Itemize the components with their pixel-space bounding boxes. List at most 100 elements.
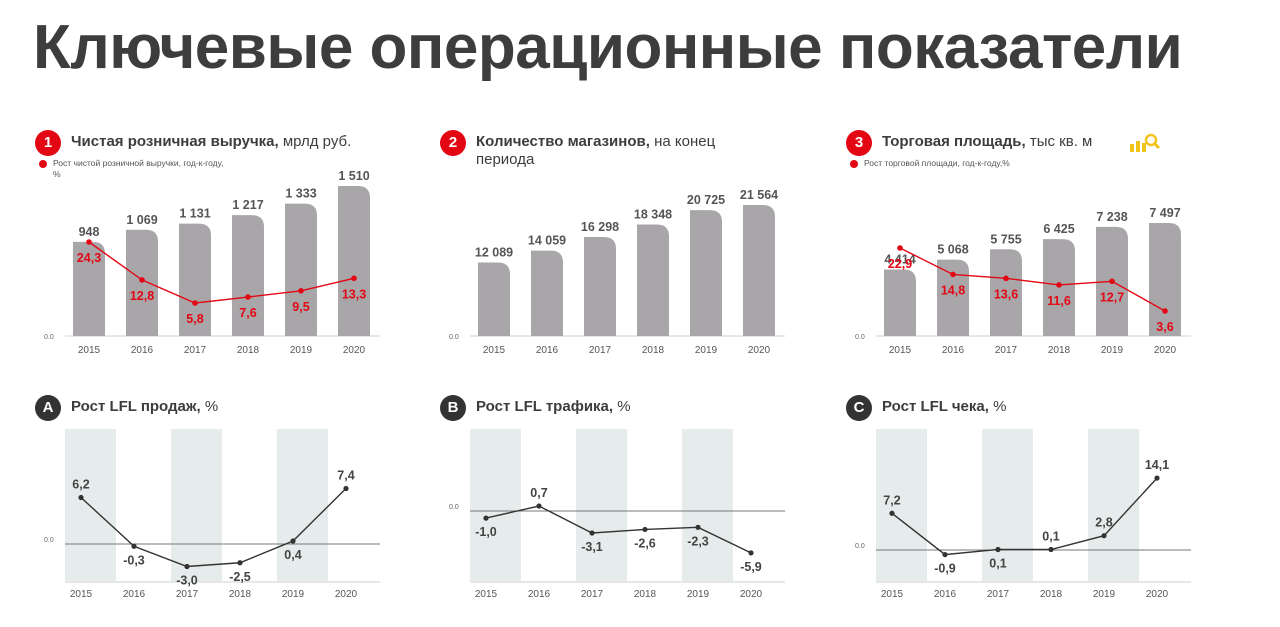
x-tick-label: 2015 (70, 589, 93, 600)
growth-point (245, 294, 251, 300)
panel-title-bold: Торговая площадь, (882, 133, 1026, 150)
panel-lfl-traffic: 0.0 -1,0 2015 0,7 2016 -3,1 2017 -2,6 2018 -2,3 20… (440, 395, 835, 625)
legend-marker-icon (850, 159, 858, 168)
data-label: 6,2 (72, 478, 89, 492)
badge-c: C (846, 395, 872, 421)
zero-label: 0.0 (44, 537, 54, 544)
column-band (65, 429, 116, 581)
data-point (642, 526, 648, 533)
panel-title: Торговая площадь, тыс кв. м (882, 133, 1222, 151)
bar (690, 210, 722, 336)
bar-value-label: 7 238 (1096, 210, 1127, 224)
bar-value-label: 1 333 (285, 187, 316, 201)
chart-lfl-traffic: 0.0 -1,0 2015 0,7 2016 -3,1 2017 -2,6 2018 -2,3 20… (449, 429, 785, 600)
data-label: -3,1 (581, 540, 603, 554)
data-point (343, 485, 349, 492)
x-tick-label: 2015 (889, 345, 912, 356)
bar-value-label: 1 217 (232, 198, 263, 212)
growth-label: 11,6 (1047, 294, 1071, 308)
x-tick-label: 2016 (131, 345, 154, 356)
bar-value-label: 16 298 (581, 220, 619, 234)
x-tick-label: 2017 (581, 589, 604, 600)
bar-value-label: 4 414 (884, 252, 915, 266)
panel-title-rest: на конец периода (476, 133, 716, 168)
x-tick-label: 2017 (176, 589, 199, 600)
x-tick-label: 2016 (123, 589, 146, 600)
growth-point (192, 300, 198, 306)
x-tick-label: 2020 (343, 345, 366, 356)
panel-title: Рост LFL продаж, % (71, 398, 411, 416)
bar-value-label: 1 069 (126, 213, 157, 227)
zero-label: 0.0 (855, 543, 865, 550)
growth-label: 14,8 (941, 283, 965, 297)
bar-value-label: 1 510 (338, 169, 369, 183)
x-tick-label: 2020 (1154, 345, 1177, 356)
data-label: -0,3 (123, 553, 145, 567)
bar-value-label: 18 348 (634, 208, 672, 222)
data-point (1154, 475, 1160, 481)
growth-point (1003, 275, 1009, 282)
bar (884, 269, 916, 336)
series-line (80, 488, 347, 568)
bar-value-label: 14 059 (528, 234, 566, 248)
bar (126, 229, 158, 336)
data-point (995, 546, 1001, 553)
x-tick-label: 2018 (642, 345, 665, 356)
data-point (78, 494, 84, 501)
panel-title: Рост LFL трафика, % (476, 398, 816, 416)
growth-label: 22,9 (888, 257, 912, 271)
x-tick-label: 2018 (1040, 589, 1063, 600)
chart-legend: Рост торговой площади, год-к-году,% (850, 158, 1010, 169)
data-label: -5,9 (740, 560, 762, 574)
chart-legend: Рост чистой розничной выручки, год-к-год… (39, 158, 228, 180)
x-tick-label: 2018 (1048, 345, 1071, 356)
panel-title-bold: Рост LFL чека, (882, 398, 989, 415)
legend-text: Рост чистой розничной выручки, год-к-год… (53, 158, 224, 179)
panel-lfl-ticket: 0.0 7,2 2015 -0,9 2016 0,1 2017 0,1 2018 2,8 2019 1… (846, 395, 1241, 625)
data-point (1101, 533, 1107, 539)
panel-title-rest: тыс кв. м (1025, 133, 1093, 150)
x-tick-label: 2020 (748, 345, 771, 356)
data-point (536, 503, 542, 509)
bar (478, 262, 510, 336)
x-tick-label: 2019 (695, 345, 718, 356)
bar (1149, 223, 1181, 336)
area-icon (1130, 133, 1161, 152)
growth-point (897, 245, 903, 251)
data-point (184, 563, 190, 570)
bar-value-label: 21 564 (740, 188, 778, 202)
bar (743, 205, 775, 336)
panel-title: Рост LFL чека, % (882, 398, 1222, 416)
data-point (748, 550, 754, 556)
growth-point (1056, 282, 1062, 288)
x-tick-label: 2019 (1101, 345, 1124, 356)
panel-net-retail-revenue: 0.0 948 2015 1 069 2016 1 131 2017 1 217 2018 1 3… (35, 130, 430, 360)
badge-3: 3 (846, 130, 872, 156)
panel-title-rest: % (200, 398, 219, 415)
data-point (1048, 546, 1054, 553)
growth-label: 5,8 (186, 312, 203, 326)
chart-net-retail-revenue: 0.0 948 2015 1 069 2016 1 131 2017 1 217 2018 1 3… (44, 169, 380, 356)
x-tick-label: 2017 (995, 345, 1018, 356)
data-label: -2,3 (687, 534, 709, 548)
x-tick-label: 2019 (1093, 589, 1116, 600)
data-point (290, 538, 296, 544)
bar (531, 250, 563, 336)
bar (73, 241, 105, 336)
data-label: 0,7 (530, 486, 547, 500)
column-band (876, 429, 927, 581)
growth-label: 7,6 (239, 306, 256, 320)
badge-2: 2 (440, 130, 466, 156)
x-tick-label: 2018 (229, 589, 252, 600)
panel-title-bold: Рост LFL продаж, (71, 398, 201, 415)
x-tick-label: 2020 (740, 589, 763, 600)
badge-1: 1 (35, 130, 61, 156)
panel-store-count: 0.0 12 089 2015 14 059 2016 16 298 2017 18 348 2… (440, 130, 835, 360)
x-tick-label: 2016 (934, 589, 957, 600)
legend-text: Рост торговой площади, год-к-году,% (864, 158, 1010, 168)
growth-point (139, 277, 145, 283)
growth-point (1109, 278, 1115, 285)
data-label: 0,1 (989, 556, 1006, 570)
panel-selling-space: 0.0 4 414 2015 5 068 2016 5 755 2017 6 425 2018 7… (846, 130, 1241, 360)
data-point (942, 551, 948, 558)
